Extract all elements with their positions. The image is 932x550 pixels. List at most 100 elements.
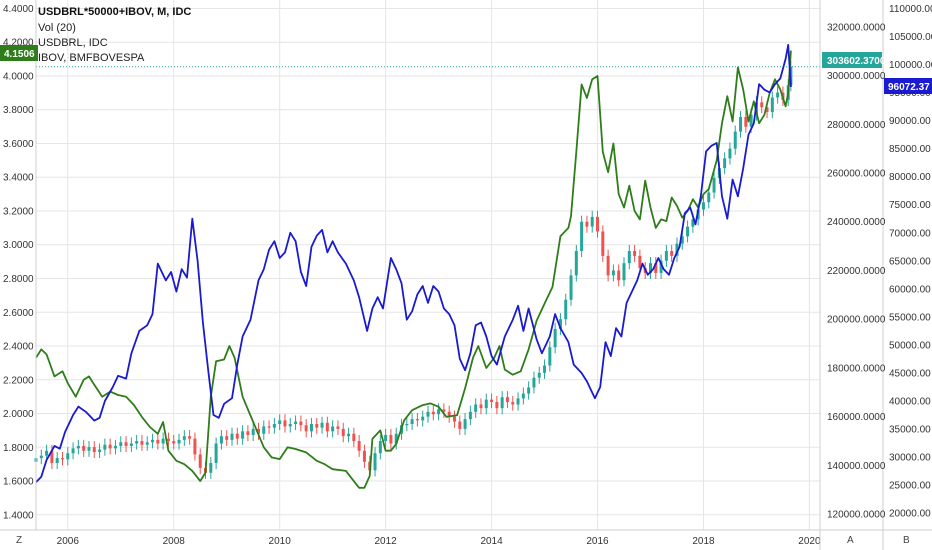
usdbrl-last-value: 4.1506 <box>4 49 35 60</box>
candle-body <box>537 372 541 378</box>
candle-body <box>278 420 282 424</box>
legend-usdbrl: USDBRL, IDC <box>38 37 108 49</box>
candle-body <box>664 250 668 261</box>
y-right-tick-label: 75000.00 <box>889 200 931 211</box>
candle-body <box>161 438 165 444</box>
candle-body <box>739 116 743 132</box>
candle-body <box>426 411 430 417</box>
y-left-tick-label: 2.0000 <box>3 409 34 420</box>
scale-letter-right[interactable]: B <box>903 535 910 546</box>
y-mid-tick-label: 220000.0000 <box>827 266 886 277</box>
y-right-tick-label: 25000.00 <box>889 481 931 492</box>
candle-body <box>500 397 504 409</box>
candle-body <box>442 409 446 412</box>
candle-body <box>543 365 547 373</box>
candle-body <box>357 441 361 451</box>
candle-body <box>151 439 155 443</box>
candle-body <box>267 426 271 428</box>
y-left-tick-label: 4.0000 <box>3 71 34 82</box>
candle-body <box>325 422 329 432</box>
x-tick-label: 2010 <box>269 536 292 547</box>
candle-body <box>712 177 716 193</box>
y-right-tick-label: 35000.00 <box>889 425 931 436</box>
candle-body <box>352 433 356 442</box>
y-right-tick-label: 30000.00 <box>889 453 931 464</box>
scale-letters: Z A B <box>16 535 910 546</box>
candle-body <box>45 450 49 456</box>
candle-body <box>723 158 727 169</box>
y-left-tick-label: 3.2000 <box>3 206 34 217</box>
candle-body <box>691 219 695 227</box>
y-right-tick-label: 80000.00 <box>889 172 931 183</box>
candle-body <box>182 436 186 440</box>
candle-body <box>585 221 589 227</box>
candle-body <box>145 442 149 445</box>
candle-body <box>119 442 123 446</box>
y-left-tick-label: 3.4000 <box>3 173 34 184</box>
y-left-tick-label: 3.0000 <box>3 240 34 251</box>
y-right-tick-label: 20000.00 <box>889 509 931 520</box>
candle-body <box>680 236 684 244</box>
candle-body <box>336 426 340 429</box>
candle-body <box>50 450 54 463</box>
y-left-tick-label: 2.4000 <box>3 342 34 353</box>
y-mid-tick-label: 200000.0000 <box>827 315 886 326</box>
candle-body <box>55 458 59 463</box>
candle-body <box>389 434 393 444</box>
candle-body <box>452 416 456 422</box>
candle-body <box>749 114 753 127</box>
candle-body <box>415 419 419 421</box>
candle-body <box>262 426 266 434</box>
y-mid-tick-label: 320000.0000 <box>827 22 886 33</box>
y-left-tick-label: 1.4000 <box>3 510 34 521</box>
candle-body <box>468 411 472 420</box>
y-mid-tick-label: 300000.0000 <box>827 71 886 82</box>
candle-body <box>309 424 313 432</box>
candle-body <box>770 97 774 113</box>
candle-body <box>627 250 631 264</box>
candle-body <box>294 421 298 424</box>
candle-body <box>156 439 160 444</box>
ibov-last-value: 96072.37 <box>888 82 930 93</box>
candle-body <box>394 433 398 444</box>
x-tick-label: 2008 <box>163 536 186 547</box>
candle-body <box>447 411 451 417</box>
candle-body <box>431 411 435 415</box>
candle-body <box>113 445 117 449</box>
y-right-tick-label: 90000.00 <box>889 116 931 127</box>
candle-body <box>760 102 764 108</box>
legend: USDBRL*50000+IBOV, M, IDC Vol (20) USDBR… <box>38 6 191 64</box>
combined-last-badge <box>822 52 882 68</box>
x-tick-label: 2016 <box>586 536 609 547</box>
y-right-tick-label: 110000.00 <box>889 4 932 15</box>
y-mid-tick-label: 140000.0000 <box>827 461 886 472</box>
y-right-tick-label: 40000.00 <box>889 397 931 408</box>
usdbrl-series <box>35 50 792 489</box>
y-right-tick-label: 50000.00 <box>889 340 931 351</box>
y-right-tick-label: 55000.00 <box>889 312 931 323</box>
candle-body <box>384 434 388 442</box>
candle-body <box>373 453 377 471</box>
candle-body <box>82 445 86 451</box>
scale-letter-mid[interactable]: A <box>847 535 854 546</box>
scale-letter-left[interactable]: Z <box>16 535 22 546</box>
ibov-series <box>35 44 792 483</box>
x-tick-label: 2020 <box>798 536 821 547</box>
candle-body <box>315 424 319 428</box>
candle-body <box>193 438 197 455</box>
candle-body <box>135 441 139 444</box>
candle-body <box>362 450 366 462</box>
candle-body <box>527 387 531 394</box>
legend-volume: Vol (20) <box>38 22 76 34</box>
candle-body <box>405 424 409 426</box>
candle-body <box>304 425 308 432</box>
candle-body <box>251 428 255 435</box>
y-right-tick-label: 100000.00 <box>889 60 932 71</box>
usdbrl-line <box>35 50 792 489</box>
candle-body <box>410 419 414 424</box>
candle-body <box>177 439 181 444</box>
candle-body <box>129 443 133 446</box>
candle-body <box>272 424 276 428</box>
candle-body <box>474 404 478 412</box>
